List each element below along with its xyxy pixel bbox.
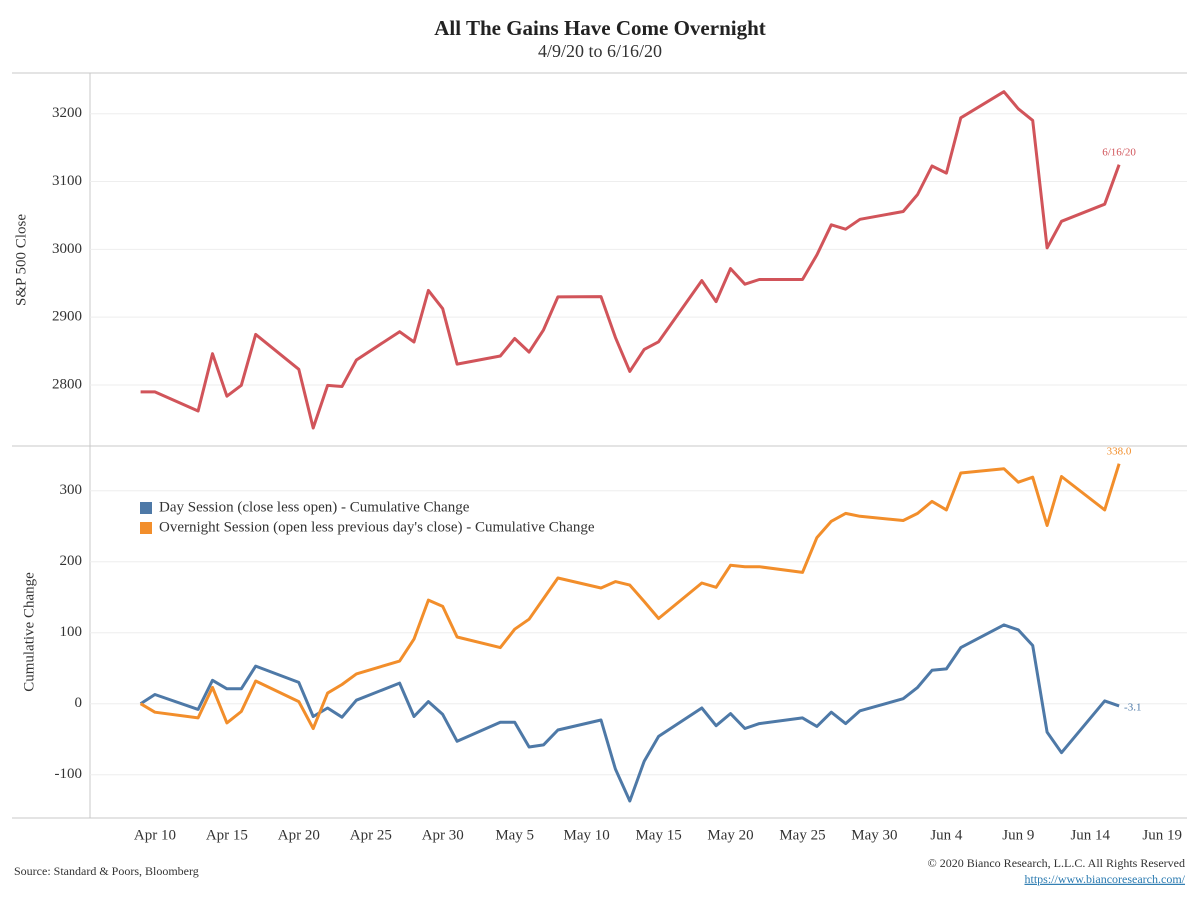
- series-line: [139, 463, 1121, 730]
- url[interactable]: https://www.biancoresearch.com/: [1024, 872, 1185, 886]
- x-tick-label: May 15: [635, 827, 681, 843]
- x-tick-label: Jun 14: [1070, 827, 1110, 843]
- end-label: -3.1: [1124, 701, 1141, 713]
- x-tick-label: May 20: [707, 827, 753, 843]
- y-tick-label: -100: [55, 766, 83, 782]
- y-tick-label: 2900: [52, 309, 82, 325]
- x-tick-label: May 30: [851, 827, 897, 843]
- legend-label: Overnight Session (open less previous da…: [159, 519, 595, 535]
- y-axis-title: Cumulative Change: [21, 572, 37, 692]
- y-tick-label: 3100: [52, 173, 82, 189]
- x-tick-label: Jun 4: [930, 827, 963, 843]
- x-tick-label: May 10: [564, 827, 610, 843]
- y-tick-label: 2800: [52, 376, 82, 392]
- legend-label: Day Session (close less open) - Cumulati…: [159, 499, 470, 515]
- end-label: 6/16/20: [1102, 146, 1136, 158]
- chart-subtitle: 4/9/20 to 6/16/20: [538, 41, 662, 61]
- legend-swatch: [140, 522, 152, 534]
- y-tick-label: 3000: [52, 241, 82, 257]
- y-tick-label: 300: [60, 482, 83, 498]
- series-line: [140, 90, 1121, 430]
- x-tick-label: Apr 10: [134, 827, 176, 843]
- source: Source: Standard & Poors, Bloomberg: [14, 864, 199, 878]
- x-tick-label: Jun 9: [1002, 827, 1034, 843]
- x-tick-label: Apr 20: [278, 827, 320, 843]
- copyright: © 2020 Bianco Research, L.L.C. All Right…: [928, 856, 1185, 870]
- x-tick-label: Apr 15: [206, 827, 248, 843]
- legend-swatch: [140, 502, 152, 514]
- x-tick-label: May 5: [495, 827, 534, 843]
- y-axis-title: S&P 500 Close: [13, 214, 29, 306]
- y-tick-label: 100: [60, 624, 83, 640]
- chart-title: All The Gains Have Come Overnight: [434, 16, 766, 40]
- series-line: [139, 623, 1120, 803]
- x-tick-label: May 25: [779, 827, 825, 843]
- end-label: 338.0: [1107, 445, 1132, 457]
- y-tick-label: 0: [75, 695, 83, 711]
- x-tick-label: Apr 25: [350, 827, 392, 843]
- y-tick-label: 200: [60, 553, 83, 569]
- y-tick-label: 3200: [52, 105, 82, 121]
- x-tick-label: Apr 30: [422, 827, 464, 843]
- x-tick-label: Jun 19: [1142, 827, 1182, 843]
